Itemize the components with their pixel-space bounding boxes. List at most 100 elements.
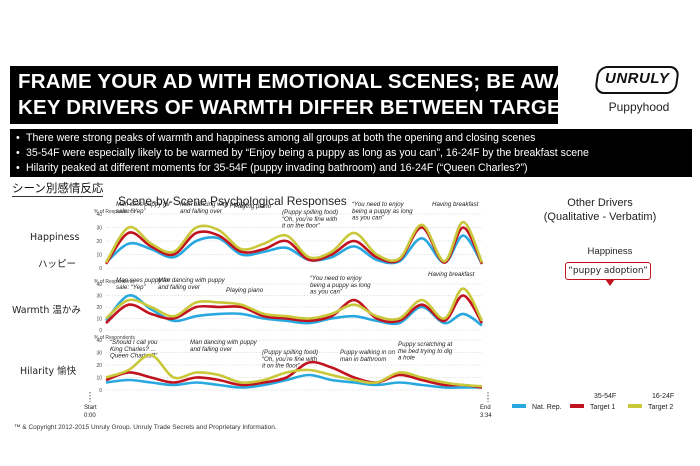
annotation-line: Man dancing with puppy <box>190 339 258 346</box>
row-label-warmth: Warmth 温かみ <box>12 305 81 316</box>
row-label-happiness-jp: ハッピー <box>38 259 77 270</box>
legend-swatch <box>570 404 584 408</box>
annotation: Man dancing with puppy and falling over <box>190 339 258 353</box>
annotation: (Puppy spilling food) “Oh, you’re fine wi… <box>282 209 338 230</box>
start-time: 0:00 <box>84 413 96 419</box>
annotation-line: Playing piano <box>226 287 264 294</box>
annotation-line: being a puppy as long <box>310 282 371 289</box>
legend-swatch <box>512 404 526 408</box>
other-drivers-line-1: Other Drivers <box>567 197 633 209</box>
logo-subtitle: Puppyhood <box>608 100 670 114</box>
annotation: “Should I call you King Charles? ... Queen… <box>110 339 158 360</box>
unruly-logo: UNRULY <box>594 66 680 94</box>
logo-text: UNRULY <box>605 70 670 87</box>
bullet-text: 35-54F were especially likely to be warm… <box>26 147 589 159</box>
y-axis-label: % of Respondents <box>94 335 135 341</box>
y-tick-label: 20 <box>96 239 102 245</box>
bullet-2: • 35-54F were especially likely to be war… <box>16 147 589 159</box>
callout-pointer <box>605 279 615 286</box>
annotation-line: it on the floor” <box>282 223 321 230</box>
bullet-1: • There were strong peaks of warmth and h… <box>16 132 535 144</box>
bullet-marker: • <box>16 147 20 159</box>
copyright-footer: ™ & Copyright 2012-2015 Unruly Group. Un… <box>14 424 277 431</box>
annotation-line: “Should I call you <box>110 339 158 346</box>
title-banner: FRAME YOUR AD WITH EMOTIONAL SCENES; BE … <box>10 66 596 124</box>
y-tick-label: 30 <box>96 293 102 299</box>
legend-swatch <box>628 404 642 408</box>
legend-label: Nat. Rep. <box>532 404 562 411</box>
bullet-marker: • <box>16 132 20 144</box>
y-tick-label: 0 <box>99 388 102 394</box>
annotation-line: and falling over <box>158 284 201 291</box>
series-line-nat-rep- <box>105 234 484 265</box>
panel-warmth: 0 10 20 30 40% of Respondents <box>94 279 484 334</box>
section-title: Scene-by-Scene Psychological Responses <box>118 194 347 208</box>
bullet-text: There were strong peaks of warmth and ha… <box>26 132 536 144</box>
annotation-line: being a puppy as long <box>352 208 413 215</box>
annotation: “You need to enjoy being a puppy as long a… <box>352 201 413 222</box>
y-tick-label: 10 <box>96 316 102 322</box>
annotation: Puppy scratching at the bed trying to dig… <box>398 341 453 362</box>
series-line-target-1 <box>104 226 484 265</box>
y-tick-label: 40 <box>96 282 102 288</box>
legend-label: Target 1 <box>590 404 615 411</box>
annotation: “You need to enjoy being a puppy as long a… <box>310 275 371 296</box>
annotation: Man dancing with puppy and falling over <box>158 277 226 291</box>
y-tick-label: 40 <box>96 212 102 218</box>
verbatim-callout: “puppy adoption” <box>565 262 651 280</box>
y-tick-label: 10 <box>96 375 102 381</box>
annotation-line: King Charles? ... <box>110 346 156 353</box>
annotation-line: Man dancing with puppy <box>158 277 226 284</box>
end-time: 3:34 <box>480 413 492 419</box>
end-label: End <box>480 405 491 411</box>
annotation-line: Having breakfast <box>428 271 475 278</box>
annotation-line: “Oh, you’re fine with <box>282 216 338 223</box>
series-line-target-2 <box>105 287 484 322</box>
annotation-line: sale: “Yep” <box>116 208 147 215</box>
annotation: Man sees puppy for sale: “Yep” <box>116 277 171 291</box>
other-happiness-label: Happiness <box>587 246 633 257</box>
annotation-line: sale: “Yep” <box>116 284 147 291</box>
annotation: Playing piano <box>226 287 264 294</box>
y-axis-label: % of Respondents <box>94 279 135 285</box>
bullet-text: Hilarity peaked at different moments for… <box>26 162 528 174</box>
y-tick-label: 40 <box>96 338 102 344</box>
panel-hilarity: 0 10 20 30 40% of Respondents <box>94 335 483 394</box>
series-line-nat-rep- <box>105 373 482 389</box>
other-drivers-title: Other Drivers (Qualitative - Verbatim) <box>540 196 660 224</box>
title-line-1: FRAME YOUR AD WITH EMOTIONAL SCENES; BE … <box>18 70 597 93</box>
annotation-line: as you can” <box>310 289 343 296</box>
bullet-marker: • <box>16 162 20 174</box>
annotation: Puppy walking in on man in bathroom <box>340 349 396 363</box>
annotation-line: “You need to enjoy <box>310 275 363 282</box>
annotation-line: and falling over <box>180 208 223 215</box>
hilarity-annotations: “Should I call you King Charles? ... Queen… <box>110 339 453 370</box>
legend-label: Target 2 <box>648 404 673 411</box>
annotation-line: (Puppy spilling food) <box>282 209 338 216</box>
title-line-2: KEY DRIVERS OF WARMTH DIFFER BETWEEN TAR… <box>18 96 588 119</box>
annotation-line: it on the floor” <box>262 363 301 370</box>
annotation: Having breakfast <box>428 271 475 278</box>
annotation: Having breakfast <box>432 201 479 208</box>
annotation-line: and falling over <box>190 346 233 353</box>
annotation-line: Man sees puppy for <box>116 277 171 284</box>
series-line-target-1 <box>105 294 484 325</box>
y-tick-label: 0 <box>99 328 102 334</box>
legend-group-35-54F: 35-54F <box>594 393 616 400</box>
series-line-target-2 <box>105 353 483 388</box>
annotation-line: (Puppy spilling food) <box>262 349 318 356</box>
legend-group-16-24F: 16-24F <box>652 393 674 400</box>
row-label-happiness: Happiness <box>30 232 80 243</box>
series-line-nat-rep- <box>104 294 483 327</box>
annotation-line: Queen Charles?” <box>110 353 158 360</box>
y-tick-label: 30 <box>96 225 102 231</box>
annotation-line: Having breakfast <box>432 201 479 208</box>
warmth-annotations: Man sees puppy for sale: “Yep” Man dancin… <box>116 271 475 296</box>
y-axis-label: % of Respondents <box>94 209 135 215</box>
other-drivers-line-2: (Qualitative - Verbatim) <box>543 211 657 223</box>
annotation-line: a hole <box>398 355 415 362</box>
y-tick-label: 0 <box>99 266 102 272</box>
start-label: Start <box>84 405 97 411</box>
annotation: (Puppy spilling food) “Oh, you’re fine wi… <box>262 349 318 370</box>
annotation-line: “Oh, you’re fine with <box>262 356 318 363</box>
